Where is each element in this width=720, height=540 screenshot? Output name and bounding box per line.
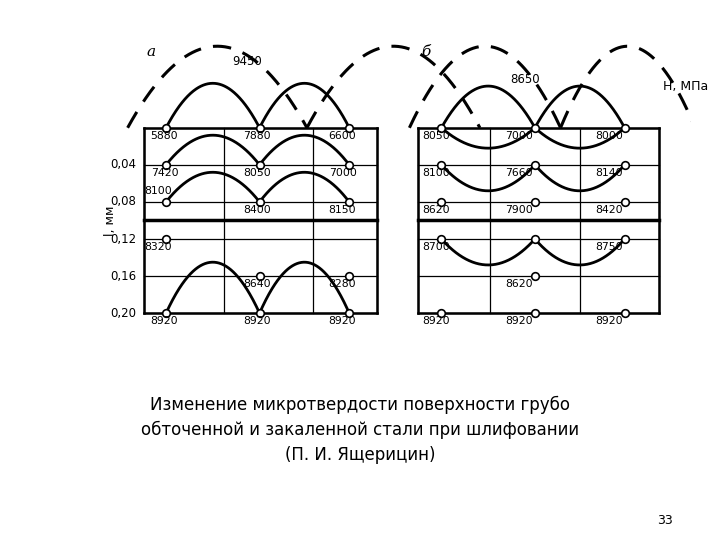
Text: 8920: 8920 [150, 316, 179, 326]
Text: б: б [421, 45, 430, 59]
Text: 7420: 7420 [150, 167, 179, 178]
Text: 8620: 8620 [422, 205, 450, 215]
Text: 8650: 8650 [510, 73, 539, 86]
Text: 7880: 7880 [243, 131, 271, 140]
Text: 0,04: 0,04 [111, 158, 137, 171]
Text: 8920: 8920 [243, 316, 271, 326]
Text: 8750: 8750 [595, 242, 623, 252]
Text: 8700: 8700 [422, 242, 450, 252]
Text: l, мм: l, мм [104, 205, 117, 236]
Text: 0,08: 0,08 [111, 195, 137, 208]
Text: 8150: 8150 [329, 205, 356, 215]
Text: 8100: 8100 [422, 167, 450, 178]
Text: 8920: 8920 [505, 316, 533, 326]
Text: 8420: 8420 [595, 205, 623, 215]
Text: 7000: 7000 [329, 167, 356, 178]
Text: 8050: 8050 [422, 131, 450, 140]
Text: 8920: 8920 [422, 316, 450, 326]
Text: 9450: 9450 [232, 55, 261, 68]
Text: 0,16: 0,16 [110, 269, 137, 282]
Text: 7000: 7000 [505, 131, 534, 140]
Text: Изменение микротвердости поверхности грубо
обточенной и закаленной стали при шли: Изменение микротвердости поверхности гру… [141, 395, 579, 464]
Text: 8280: 8280 [329, 279, 356, 289]
Text: 8140: 8140 [595, 167, 623, 178]
Text: а: а [147, 45, 156, 59]
Text: 8620: 8620 [505, 279, 533, 289]
Text: 8000: 8000 [595, 131, 623, 140]
Text: 8320: 8320 [144, 242, 172, 252]
Text: 7900: 7900 [505, 205, 534, 215]
Text: 8400: 8400 [243, 205, 271, 215]
Text: 8050: 8050 [243, 167, 271, 178]
Text: 0,12: 0,12 [110, 233, 137, 246]
Text: 0,20: 0,20 [111, 307, 137, 320]
Text: 8100: 8100 [144, 186, 172, 196]
Text: 5880: 5880 [150, 131, 179, 140]
Text: 8920: 8920 [329, 316, 356, 326]
Text: 8920: 8920 [595, 316, 623, 326]
Text: 8640: 8640 [243, 279, 271, 289]
Text: 7660: 7660 [505, 167, 533, 178]
Text: 6600: 6600 [329, 131, 356, 140]
Text: Н, МПа: Н, МПа [663, 79, 708, 92]
Text: 33: 33 [657, 514, 673, 526]
